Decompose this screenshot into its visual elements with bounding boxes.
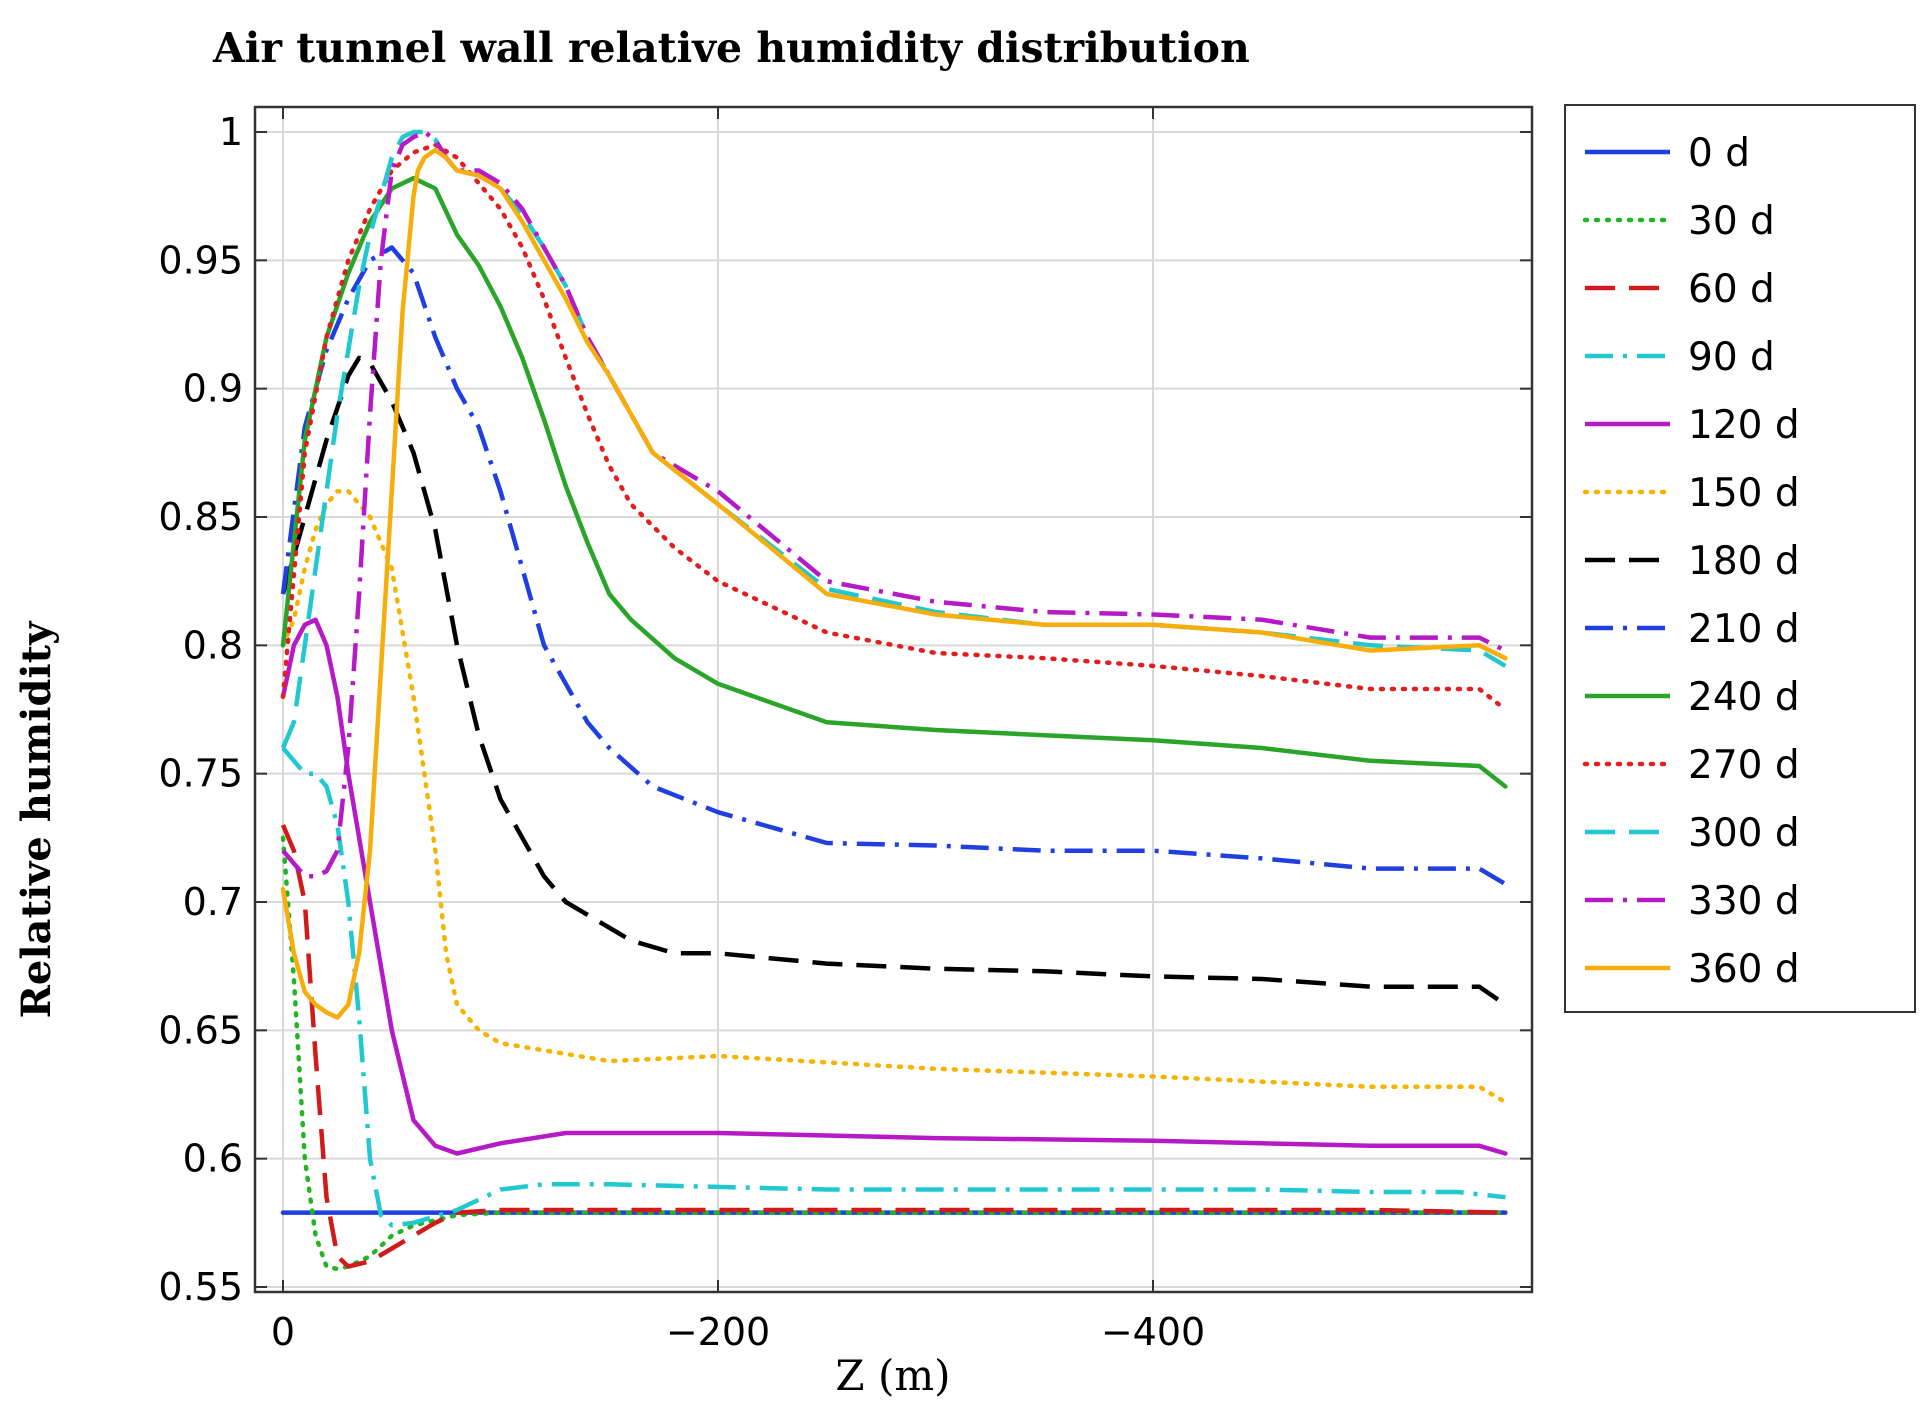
series-line-120d xyxy=(280,617,1508,1156)
series-line-60d xyxy=(280,824,1506,1269)
x-tick-label: −200 xyxy=(666,1310,770,1354)
legend-label: 30 d xyxy=(1688,199,1775,244)
y-tick-label: 1 xyxy=(219,110,243,154)
legend-label: 120 d xyxy=(1688,403,1800,448)
series-line-210d xyxy=(280,245,1507,886)
legend-label: 150 d xyxy=(1688,471,1800,516)
legend-label: 210 d xyxy=(1688,607,1800,652)
legend-label: 240 d xyxy=(1688,675,1800,720)
legend-box xyxy=(1564,104,1916,1013)
plot-frame xyxy=(253,105,1534,1294)
legend-label: 270 d xyxy=(1688,743,1800,788)
y-axis-label: Relative humidity xyxy=(13,620,60,1018)
series-line-90d xyxy=(281,746,1506,1228)
series-line-300d xyxy=(280,129,1507,749)
legend: 0 d 30 d 60 d 90 d 120 d 150 d 180 d 210 d 240 d… xyxy=(1582,131,1800,992)
y-tick-label: 0.85 xyxy=(158,495,243,539)
y-tick-label: 0.55 xyxy=(158,1265,243,1309)
y-tick-label: 0.7 xyxy=(183,880,243,924)
series-line-180d xyxy=(280,355,1507,1007)
x-axis-label: Z (m) xyxy=(835,1351,950,1400)
y-tick-label: 0.95 xyxy=(158,238,243,282)
series-lines xyxy=(280,129,1508,1272)
axis-ticks: 0 −200 −400 0.55 0.6 0.65 0.7 0.75 0.8 0.85 0.9 0.9… xyxy=(158,107,1532,1354)
chart-title: Air tunnel wall relative humidity distri… xyxy=(212,24,1250,72)
series-line-30d xyxy=(280,835,1508,1272)
y-tick-label: 0.9 xyxy=(183,367,243,411)
legend-label: 60 d xyxy=(1688,267,1775,312)
grid-lines xyxy=(255,107,1532,1292)
y-tick-label: 0.6 xyxy=(183,1137,243,1181)
series-line-240d xyxy=(280,175,1508,789)
series-line-270d xyxy=(280,142,1508,712)
legend-label: 90 d xyxy=(1688,335,1775,380)
x-tick-label: −400 xyxy=(1101,1310,1205,1354)
series-line-330d xyxy=(281,129,1507,879)
legend-label: 300 d xyxy=(1688,811,1800,856)
legend-label: 0 d xyxy=(1688,131,1750,176)
series-line-360d xyxy=(280,147,1508,1020)
legend-label: 360 d xyxy=(1688,947,1800,992)
y-tick-label: 0.75 xyxy=(158,752,243,796)
series-line-150d xyxy=(280,489,1508,1105)
legend-label: 180 d xyxy=(1688,539,1800,584)
y-tick-label: 0.8 xyxy=(183,623,243,667)
legend-label: 330 d xyxy=(1688,879,1800,924)
y-tick-label: 0.65 xyxy=(158,1008,243,1052)
x-tick-label: 0 xyxy=(271,1310,295,1354)
